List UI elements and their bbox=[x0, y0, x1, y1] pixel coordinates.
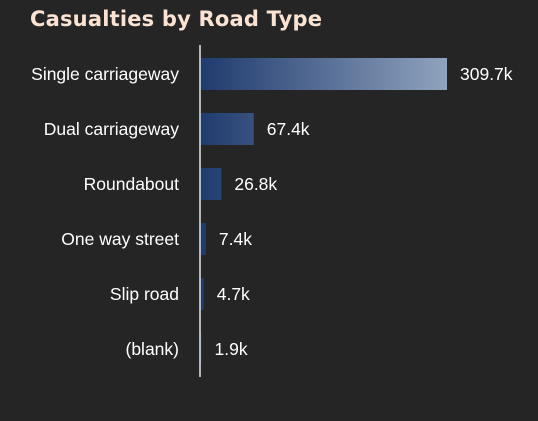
bar-1 bbox=[200, 113, 254, 145]
category-label-1: Dual carriageway bbox=[44, 119, 179, 139]
category-label-5: (blank) bbox=[126, 339, 180, 359]
chart-title: Casualties by Road Type bbox=[30, 7, 323, 31]
value-labels: 309.7k 67.4k 26.8k 7.4k 4.7k 1.9k bbox=[215, 64, 513, 359]
category-label-4: Slip road bbox=[110, 284, 179, 304]
value-label-5: 1.9k bbox=[215, 339, 248, 359]
category-label-0: Single carriageway bbox=[31, 64, 179, 84]
value-label-1: 67.4k bbox=[267, 119, 310, 139]
value-label-2: 26.8k bbox=[234, 174, 277, 194]
value-label-4: 4.7k bbox=[217, 284, 250, 304]
bars-group bbox=[200, 58, 447, 365]
bar-0 bbox=[200, 58, 447, 90]
bar-3 bbox=[200, 223, 206, 255]
bar-2 bbox=[200, 168, 222, 200]
category-label-3: One way street bbox=[61, 229, 179, 249]
bar-4 bbox=[200, 278, 204, 310]
value-label-0: 309.7k bbox=[460, 64, 513, 84]
bar-5 bbox=[200, 333, 202, 365]
category-labels: Single carriageway Dual carriageway Rounda… bbox=[31, 64, 179, 359]
category-label-2: Roundabout bbox=[84, 174, 179, 194]
value-label-3: 7.4k bbox=[219, 229, 252, 249]
